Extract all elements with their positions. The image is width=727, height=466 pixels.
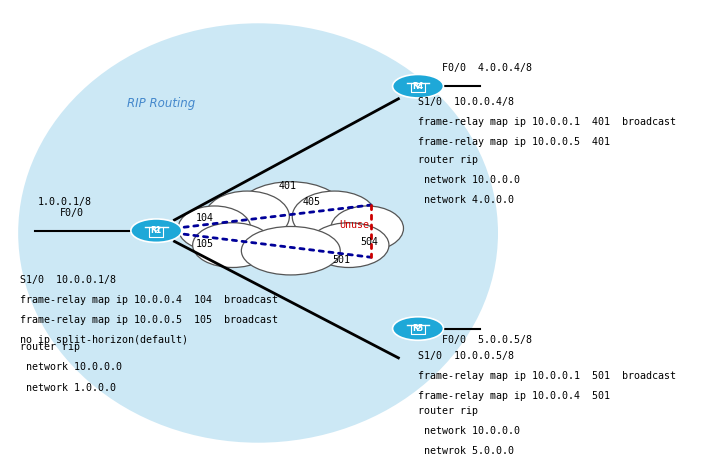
Text: 105: 105 — [196, 239, 214, 249]
Text: network 1.0.0.0: network 1.0.0.0 — [20, 383, 116, 392]
Text: router rip: router rip — [418, 155, 478, 165]
Ellipse shape — [292, 191, 377, 242]
Text: F0/0: F0/0 — [60, 208, 84, 218]
Ellipse shape — [393, 75, 443, 98]
Text: 504: 504 — [361, 237, 378, 247]
Text: F0/0  4.0.0.4/8: F0/0 4.0.0.4/8 — [442, 63, 532, 73]
Ellipse shape — [331, 206, 403, 251]
Text: frame-relay map ip 10.0.0.4  104  broadcast: frame-relay map ip 10.0.0.4 104 broadcas… — [20, 295, 278, 305]
Text: R5: R5 — [412, 324, 424, 333]
Text: no ip split-horizon(default): no ip split-horizon(default) — [20, 335, 188, 345]
Text: router rip: router rip — [418, 406, 478, 416]
Text: F0/0  5.0.0.5/8: F0/0 5.0.0.5/8 — [442, 336, 532, 345]
Text: RIP Routing: RIP Routing — [127, 97, 196, 110]
Ellipse shape — [241, 226, 340, 275]
Text: router rip: router rip — [20, 343, 81, 352]
Text: frame-relay map ip 10.0.0.5  105  broadcast: frame-relay map ip 10.0.0.5 105 broadcas… — [20, 315, 278, 325]
Text: frame-relay map ip 10.0.0.1  401  broadcast: frame-relay map ip 10.0.0.1 401 broadcas… — [418, 117, 676, 127]
Text: R1: R1 — [150, 226, 162, 235]
Text: netwrok 5.0.0.0: netwrok 5.0.0.0 — [418, 446, 514, 456]
Ellipse shape — [18, 23, 498, 443]
Text: 1.0.0.1/8: 1.0.0.1/8 — [38, 197, 92, 207]
Ellipse shape — [205, 191, 289, 242]
Text: network 10.0.0.0: network 10.0.0.0 — [20, 363, 122, 372]
Ellipse shape — [193, 223, 273, 267]
Text: 405: 405 — [302, 197, 320, 207]
Text: S1/0  10.0.0.4/8: S1/0 10.0.0.4/8 — [418, 97, 514, 107]
Text: network 10.0.0.0: network 10.0.0.0 — [418, 175, 520, 185]
Ellipse shape — [131, 219, 182, 242]
Text: network 4.0.0.0: network 4.0.0.0 — [418, 195, 514, 205]
Text: S1/0  10.0.0.5/8: S1/0 10.0.0.5/8 — [418, 351, 514, 361]
Text: Unuse: Unuse — [339, 220, 369, 230]
Text: S1/0  10.0.0.1/8: S1/0 10.0.0.1/8 — [20, 275, 116, 285]
Text: 401: 401 — [278, 181, 296, 192]
Text: frame-relay map ip 10.0.0.1  501  broadcast: frame-relay map ip 10.0.0.1 501 broadcas… — [418, 371, 676, 381]
Ellipse shape — [236, 182, 345, 242]
Text: frame-relay map ip 10.0.0.5  401: frame-relay map ip 10.0.0.5 401 — [418, 137, 610, 147]
Ellipse shape — [178, 206, 251, 251]
Ellipse shape — [393, 317, 443, 340]
Text: 104: 104 — [196, 212, 214, 223]
Ellipse shape — [309, 223, 389, 267]
Text: 501: 501 — [333, 254, 350, 265]
Text: network 10.0.0.0: network 10.0.0.0 — [418, 426, 520, 436]
Text: frame-relay map ip 10.0.0.4  501: frame-relay map ip 10.0.0.4 501 — [418, 391, 610, 401]
Text: R4: R4 — [412, 82, 424, 91]
